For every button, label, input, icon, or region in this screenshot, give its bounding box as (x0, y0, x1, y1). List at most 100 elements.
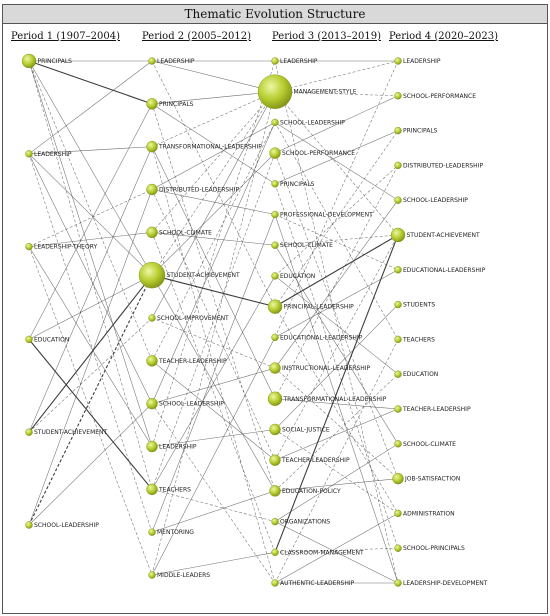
link-edge (28, 60, 153, 361)
theme-node: PROFESSIONAL-DEVELOPMENT (271, 210, 373, 219)
theme-node: SCHOOL-PERFORMANCE (394, 92, 476, 100)
link-edge (274, 214, 399, 584)
theme-node: SCHOOL-CLIMATE (394, 440, 456, 448)
theme-node-circle (271, 272, 279, 280)
theme-node-circle (138, 261, 166, 289)
theme-node: LEADERSHIP-THEORY (25, 242, 97, 251)
theme-node: LEADERSHIP (146, 440, 197, 453)
node-layer: PRINCIPALS LEADERSHIP LEADERSHIP-THEORY EDU… (21, 53, 488, 587)
link-edge (274, 234, 399, 246)
theme-node-label: ADMINISTRATION (403, 510, 455, 517)
link-edge (274, 269, 399, 338)
link-edge (274, 339, 399, 584)
link-edge (28, 103, 153, 340)
theme-node-label: PRINCIPALS (159, 101, 194, 108)
theme-node-label: TEACHER-LEADERSHIP (158, 358, 227, 365)
link-edge (28, 146, 153, 155)
link-edge (28, 153, 153, 404)
theme-node: EDUCATION (271, 272, 315, 280)
theme-node-label: LEADERSHIP-DEVELOPMENT (403, 580, 488, 587)
theme-node-circle (394, 370, 402, 378)
link-edge (151, 360, 276, 461)
link-edge (28, 246, 153, 576)
link-edge (28, 60, 153, 276)
theme-node-circle (394, 92, 402, 100)
theme-node-circle (146, 226, 158, 239)
link-edge (274, 122, 399, 201)
theme-node-circle (394, 335, 402, 344)
link-edge (151, 189, 276, 215)
theme-node-label: SCHOOL-PERFORMANCE (403, 93, 476, 100)
theme-node-label: PRINCIPALS (38, 58, 73, 65)
theme-node-label: CLASSROOM-MANAGEMENT (280, 549, 364, 556)
theme-node-circle (267, 391, 283, 406)
theme-node-circle (146, 397, 158, 410)
theme-node-label: SCHOOL-LEADERSHIP (34, 522, 99, 529)
theme-node-circle (25, 335, 33, 344)
theme-node-circle (271, 579, 279, 587)
link-edge (274, 443, 399, 522)
theme-node-circle (25, 428, 33, 436)
theme-node-label: TEACHER-LEADERSHIP (281, 457, 350, 464)
theme-node: EDUCATION (394, 370, 438, 378)
link-edge (274, 214, 399, 271)
link-edge (151, 275, 276, 490)
link-edge (28, 153, 153, 276)
theme-node-label: SCHOOL-CLIMATE (403, 441, 456, 448)
theme-node-label: DISTRIBUTED-LEADERSHIP (403, 162, 483, 169)
link-edge (274, 513, 399, 584)
theme-node-circle (148, 314, 156, 322)
link-edge (274, 275, 399, 375)
link-edge (151, 91, 276, 276)
theme-node-label: SCHOOL-IMPROVEMENT (157, 315, 229, 322)
link-edge (151, 317, 276, 369)
theme-node-label: LEADERSHIP (34, 151, 72, 158)
theme-node-label: PRINCIPALS (403, 128, 438, 135)
theme-node-circle (394, 440, 402, 448)
theme-node: PRINCIPALS (271, 180, 315, 188)
theme-node: TEACHER-LEADERSHIP (269, 454, 350, 466)
theme-node-label: LEADERSHIP (159, 444, 197, 451)
link-edge (151, 152, 276, 276)
link-edge (151, 91, 276, 319)
theme-node: SOCIAL-JUSTICE (269, 423, 330, 436)
theme-node: LEADERSHIP (25, 150, 72, 158)
theme-node-label: TRANSFORMATIONAL-LEADERSHIP (158, 144, 262, 151)
link-edge (274, 91, 399, 236)
theme-node-circle (148, 528, 156, 536)
link-edge (274, 91, 399, 97)
theme-node-circle (394, 544, 402, 552)
link-edge (151, 214, 276, 533)
link-edge (151, 146, 276, 584)
theme-node: ADMINISTRATION (394, 509, 455, 517)
link-edge (151, 367, 276, 404)
link-edge (28, 317, 153, 433)
link-edge (151, 103, 276, 185)
theme-node: STUDENTS (394, 300, 435, 309)
theme-node: TRANSFORMATIONAL-LEADERSHIP (146, 140, 262, 153)
link-edge (151, 232, 276, 246)
link-edge (28, 274, 153, 526)
link-edge (274, 60, 399, 92)
link-edge (151, 60, 276, 92)
theme-node-label: STUDENT-ACHIEVEMENT (167, 272, 241, 279)
theme-node-label: TRANSFORMATIONAL-LEADERSHIP (283, 396, 387, 403)
link-edge (28, 60, 153, 447)
theme-node-label: AUTHENTIC-LEADERSHIP (280, 580, 355, 587)
theme-node-label: INSTRUCTIONAL-LEADERSHIP (282, 365, 371, 372)
link-edge (28, 60, 153, 105)
theme-node-circle (269, 454, 281, 466)
theme-node-circle (25, 150, 33, 158)
theme-node-circle (390, 227, 406, 243)
theme-node: PRINCIPALS (394, 126, 438, 135)
theme-node-label: SCHOOL-LEADERSHIP (280, 119, 345, 126)
theme-node-label: TEACHER-LEADERSHIP (402, 406, 471, 413)
theme-node: MENTORING (148, 528, 194, 536)
theme-node-circle (394, 126, 402, 135)
link-edge (151, 189, 276, 461)
theme-node-label: SCHOOL-LEADERSHIP (159, 401, 224, 408)
theme-node-label: STUDENTS (403, 302, 435, 309)
edge-layer (28, 60, 399, 584)
period-1-header: Period 1 (1907–2004) (11, 31, 121, 42)
link-edge (151, 91, 276, 105)
